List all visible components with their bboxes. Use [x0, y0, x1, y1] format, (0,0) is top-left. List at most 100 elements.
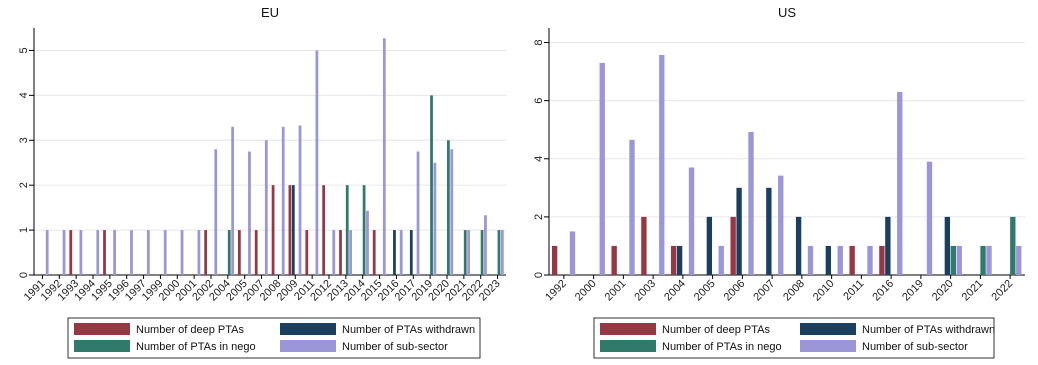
bar: [339, 230, 342, 275]
chart-title: EU: [261, 5, 279, 20]
legend-swatch: [600, 323, 656, 335]
y-tick-label: 4: [533, 156, 545, 162]
bar: [393, 230, 396, 275]
legend-label: Number of deep PTAs: [662, 324, 771, 336]
bar: [146, 230, 150, 275]
bar: [345, 185, 349, 275]
bar: [551, 245, 558, 275]
x-tick-label: 2021: [960, 278, 986, 304]
bar: [130, 230, 133, 275]
bar: [103, 230, 106, 275]
chart-panel-eu: EU01234519911992199319941995199619971999…: [18, 5, 506, 359]
legend-box: [593, 317, 995, 359]
x-tick-label: 2004: [662, 278, 688, 304]
legend-label: Number of PTAs withdrawn: [862, 324, 995, 336]
bar: [879, 245, 885, 275]
bar: [264, 140, 268, 275]
bar: [849, 245, 855, 275]
bar: [986, 245, 992, 275]
bar: [569, 231, 576, 275]
bar: [688, 167, 695, 275]
bar: [214, 149, 218, 275]
bar: [467, 230, 470, 275]
bar: [980, 245, 986, 275]
x-tick-label: 2006: [722, 278, 748, 304]
bar: [433, 162, 437, 275]
bar: [825, 245, 832, 275]
bar: [885, 216, 891, 275]
bar: [447, 140, 450, 275]
bar: [315, 50, 319, 275]
bar: [629, 139, 635, 275]
bar: [382, 38, 386, 276]
legend-label: Number of PTAs in nego: [662, 341, 782, 353]
bar: [730, 216, 736, 275]
bar: [450, 149, 454, 275]
bar: [366, 210, 369, 275]
x-tick-label: 1992: [543, 278, 569, 304]
bar: [254, 230, 258, 275]
legend-swatch: [600, 340, 656, 352]
x-tick-label: 2010: [811, 278, 837, 304]
legend-label: Number of sub-sector: [862, 341, 968, 353]
bar: [281, 126, 285, 275]
bar: [322, 185, 326, 275]
legend-swatch: [800, 323, 856, 335]
bar: [497, 230, 501, 275]
bar: [399, 230, 403, 275]
bar: [227, 230, 231, 275]
bar: [305, 230, 309, 275]
legend-label: Number of PTAs in nego: [136, 341, 256, 353]
x-tick-label: 2005: [692, 278, 718, 304]
bar: [736, 187, 742, 275]
bar: [480, 230, 484, 275]
bar: [237, 230, 241, 275]
y-tick-label: 4: [18, 92, 30, 98]
legend-swatch: [280, 323, 336, 335]
legend-label: Number of sub-sector: [342, 341, 448, 353]
bar: [778, 175, 784, 275]
bar: [837, 245, 843, 275]
x-tick-label: 2016: [870, 278, 896, 304]
y-tick-label: 1: [18, 227, 30, 233]
y-tick-label: 6: [533, 98, 545, 104]
bar: [766, 187, 772, 275]
bar: [670, 245, 677, 275]
legend-swatch: [800, 340, 856, 352]
bar: [867, 245, 873, 275]
bar: [718, 245, 724, 275]
y-tick-label: 0: [18, 272, 30, 278]
bar: [291, 185, 295, 275]
x-tick-label: 2007: [751, 278, 777, 304]
bar: [197, 230, 201, 275]
bar: [204, 230, 208, 275]
x-tick-label: 2020: [930, 278, 956, 304]
bar: [372, 230, 376, 275]
bar: [748, 132, 754, 275]
bar: [897, 91, 903, 275]
bar: [484, 215, 487, 275]
bar: [807, 245, 814, 275]
bar: [641, 216, 647, 275]
x-tick-label: 2001: [603, 278, 629, 304]
bar: [956, 245, 962, 275]
x-tick-label: 2011: [841, 278, 866, 303]
bar: [113, 230, 116, 275]
y-tick-label: 3: [18, 137, 30, 143]
bar: [599, 62, 605, 275]
x-tick-label: 2003: [632, 278, 658, 304]
bar: [163, 230, 167, 275]
bar: [180, 230, 184, 275]
bar: [288, 185, 292, 275]
x-tick-label: 2000: [573, 278, 599, 304]
bar: [248, 151, 251, 275]
bar: [944, 216, 951, 275]
y-tick-label: 5: [18, 47, 30, 53]
x-tick-label: 2022: [989, 278, 1015, 304]
x-tick-label: 2019: [900, 278, 926, 304]
bar: [1010, 216, 1016, 275]
bar: [45, 230, 49, 275]
legend-label: Number of PTAs withdrawn: [342, 324, 475, 336]
bar: [950, 245, 956, 275]
